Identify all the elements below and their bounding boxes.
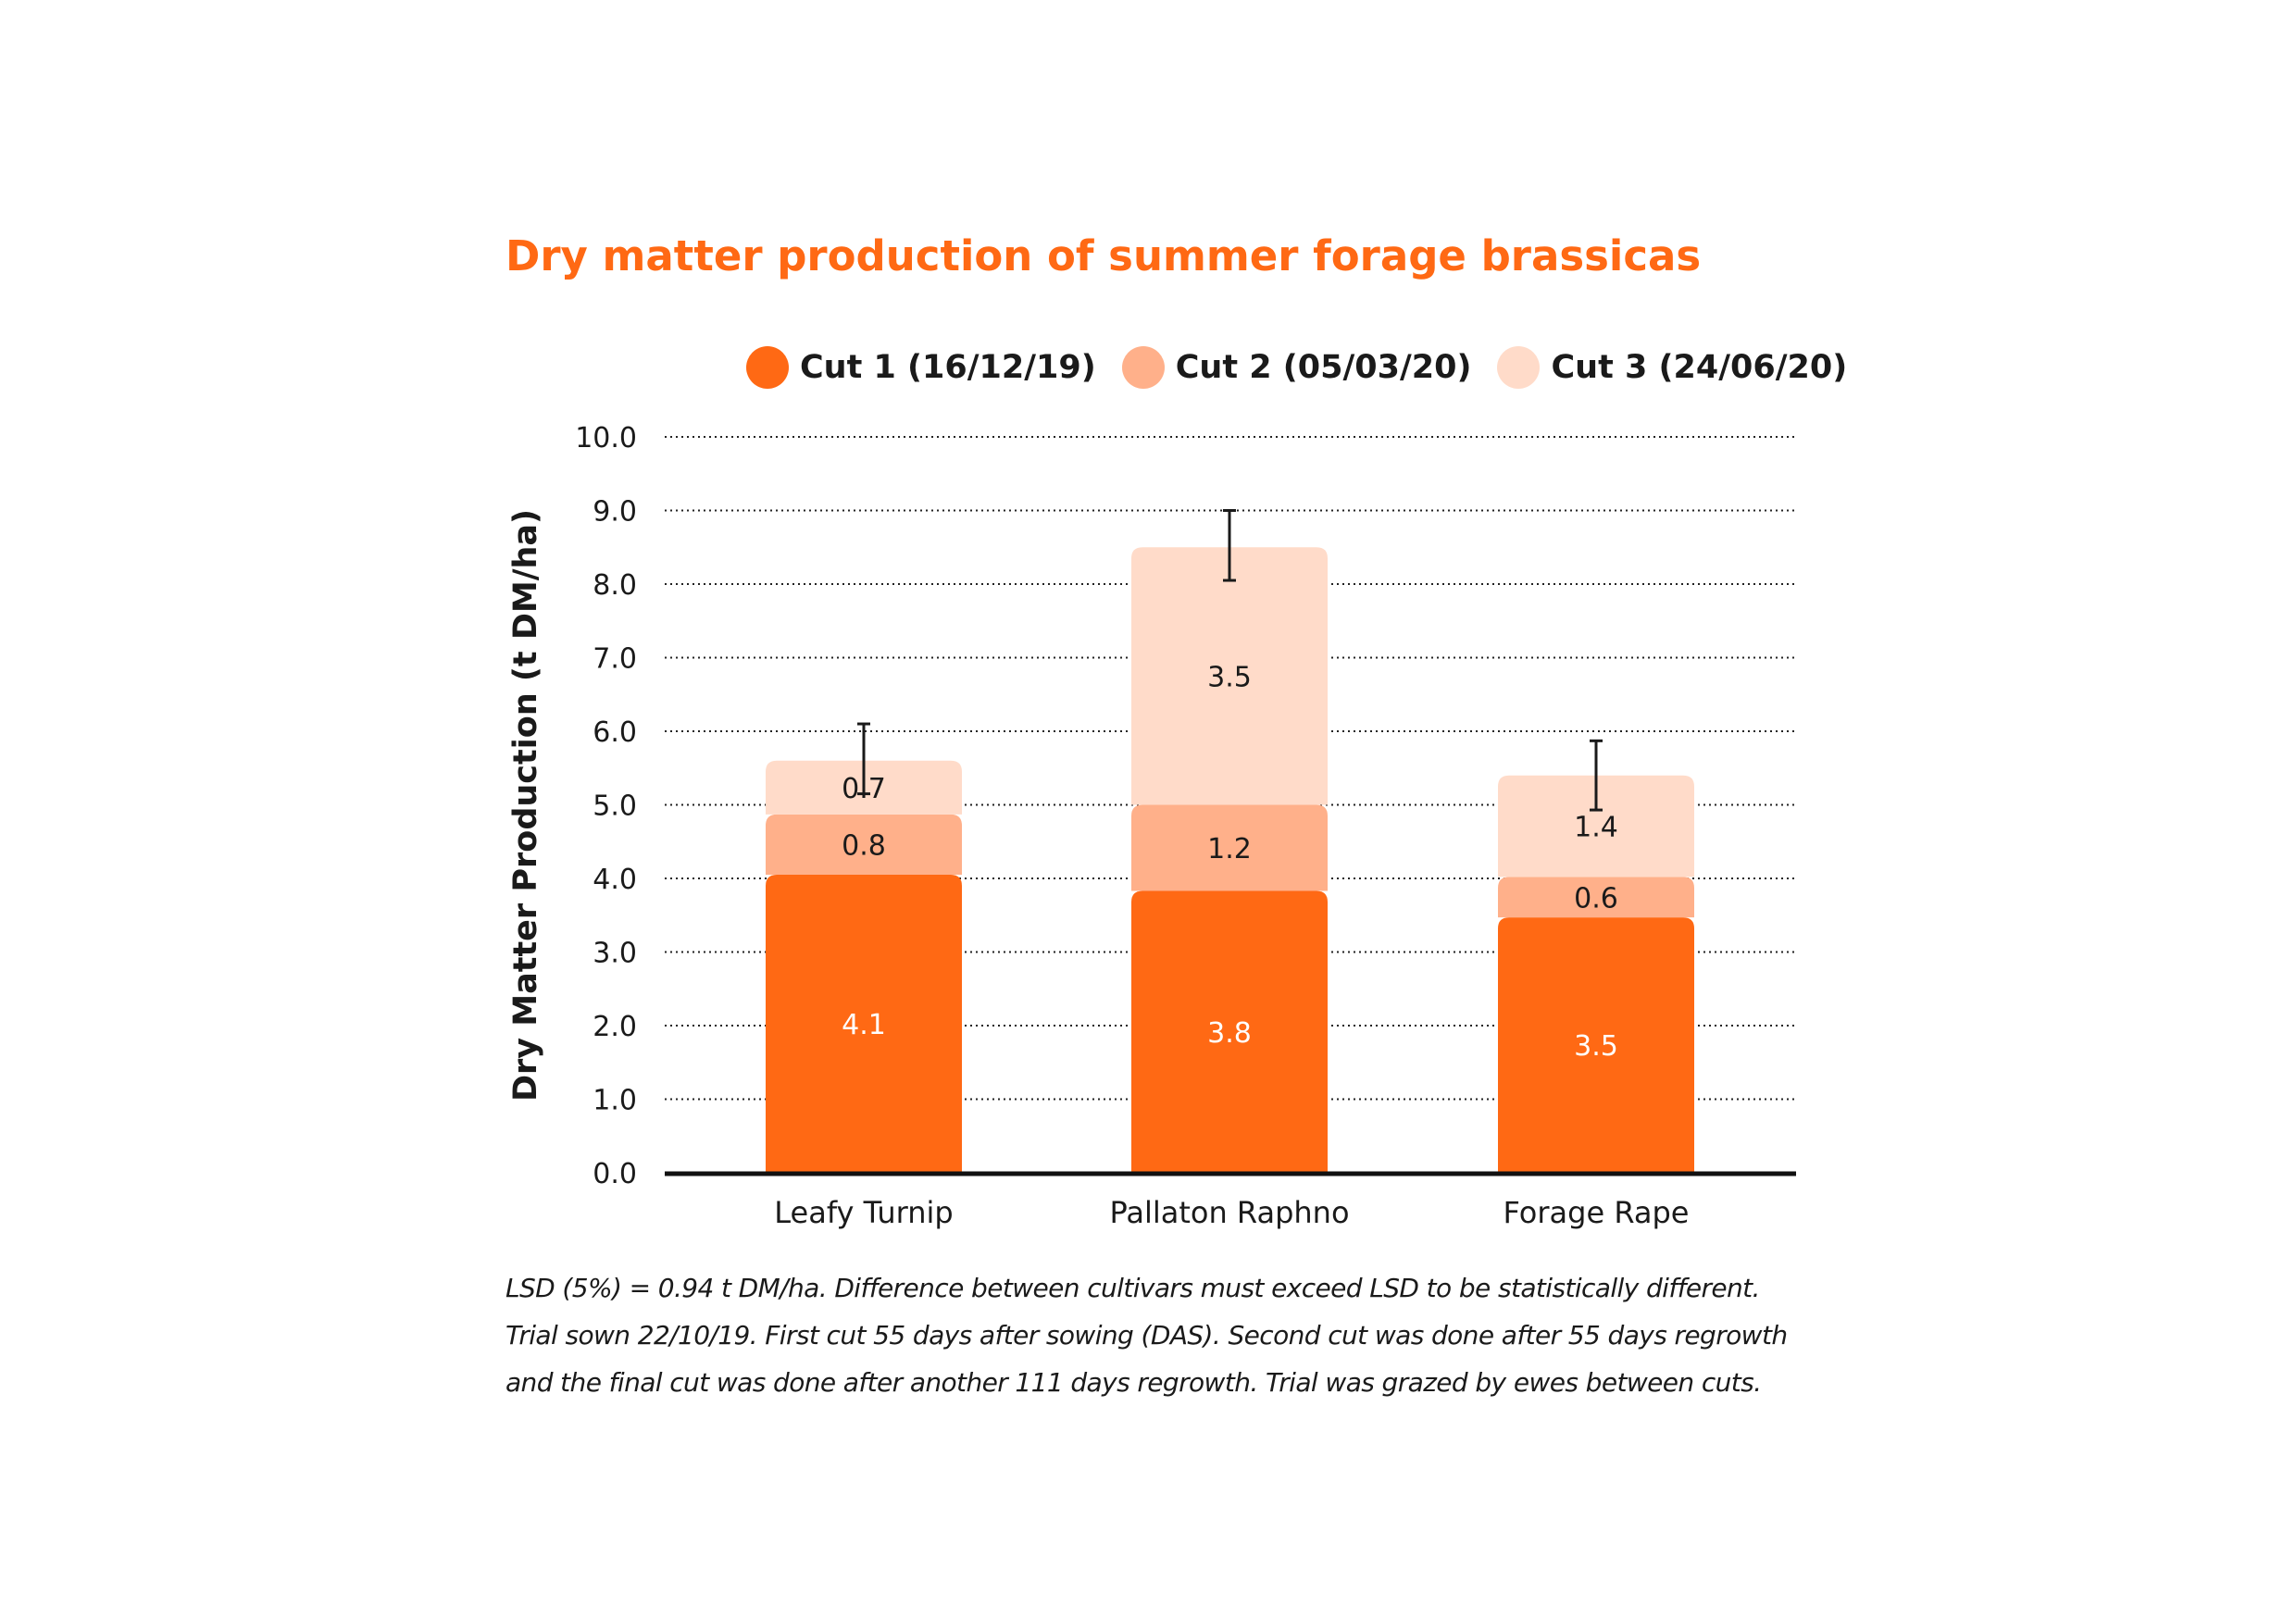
y-tick-label: 7.0 — [593, 643, 637, 676]
chart-title: Dry matter production of summer forage b… — [505, 231, 1702, 280]
chart-legend: Cut 1 (16/12/19) Cut 2 (05/03/20) Cut 3 … — [746, 344, 1873, 391]
legend-label-cut-2: Cut 2 (05/03/20) — [1175, 349, 1472, 386]
bar-segment — [1131, 890, 1328, 1173]
y-tick-label: 9.0 — [593, 496, 637, 529]
data-label: 0.8 — [842, 829, 886, 862]
x-tick-label: Forage Rape — [1504, 1195, 1690, 1230]
data-label: 0.6 — [1574, 882, 1618, 915]
caption-line-3: and the final cut was done after another… — [505, 1367, 1762, 1398]
data-label: 4.1 — [842, 1009, 886, 1041]
legend-swatch-cut-2 — [1121, 346, 1165, 389]
y-tick-label: 10.0 — [575, 422, 637, 454]
bar-segment — [1131, 547, 1328, 805]
bar-segment — [1498, 775, 1694, 877]
bar-segment — [766, 814, 962, 876]
data-label: 3.5 — [1207, 661, 1252, 693]
legend-item-cut-1: Cut 1 (16/12/19) — [746, 346, 1096, 389]
legend-item-cut-3: Cut 3 (24/06/20) — [1497, 346, 1847, 389]
y-tick-label: 2.0 — [593, 1011, 637, 1043]
bar-segment — [1498, 917, 1694, 1173]
bar-segment — [766, 875, 962, 1173]
y-tick-label: 8.0 — [593, 569, 637, 602]
data-label: 1.2 — [1207, 833, 1252, 865]
legend-swatch-cut-3 — [1497, 346, 1541, 389]
caption-line-1: LSD (5%) = 0.94 t DM/ha. Difference betw… — [505, 1273, 1760, 1303]
x-tick-label: Pallaton Raphno — [1109, 1195, 1349, 1230]
chart-caption: LSD (5%) = 0.94 t DM/ha. Difference betw… — [505, 1264, 1820, 1406]
y-tick-label: 1.0 — [593, 1085, 637, 1117]
y-tick-label: 0.0 — [593, 1158, 637, 1190]
legend-swatch-cut-1 — [746, 346, 789, 389]
data-label: 1.4 — [1574, 812, 1618, 844]
y-tick-label: 5.0 — [593, 790, 637, 823]
y-tick-label: 4.0 — [593, 864, 637, 896]
bar-segment — [1131, 804, 1328, 891]
y-tick-label: 3.0 — [593, 938, 637, 970]
data-label: 3.5 — [1574, 1030, 1618, 1063]
legend-label-cut-3: Cut 3 (24/06/20) — [1551, 349, 1848, 386]
x-tick-label: Leafy Turnip — [774, 1195, 953, 1230]
legend-label-cut-1: Cut 1 (16/12/19) — [800, 349, 1096, 386]
legend-item-cut-2: Cut 2 (05/03/20) — [1121, 346, 1472, 389]
y-tick-label: 6.0 — [593, 716, 637, 749]
data-label: 3.8 — [1207, 1017, 1252, 1050]
caption-line-2: Trial sown 22/10/19. First cut 55 days a… — [505, 1320, 1788, 1350]
bar-segment — [1498, 877, 1694, 918]
